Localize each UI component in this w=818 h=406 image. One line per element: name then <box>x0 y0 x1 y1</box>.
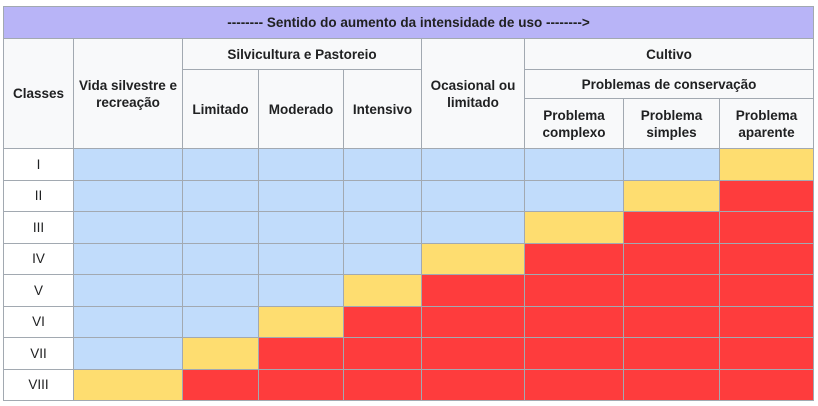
class-label: III <box>3 211 74 244</box>
capability-cell-limit <box>421 242 525 275</box>
capability-cell-unsuitable <box>719 274 814 307</box>
class-label: VIII <box>3 368 74 401</box>
capability-cell-unsuitable <box>524 274 624 307</box>
capability-cell-unsuitable <box>258 337 344 370</box>
capability-cell-suitable <box>524 179 624 212</box>
intensity-direction-banner: -------- Sentido do aumento da intensida… <box>3 6 814 39</box>
capability-cell-suitable <box>73 305 183 338</box>
capability-cell-unsuitable <box>719 305 814 338</box>
capability-cell-suitable <box>343 148 422 181</box>
capability-cell-suitable <box>343 211 422 244</box>
capability-cell-unsuitable <box>421 274 525 307</box>
capability-cell-suitable <box>182 211 259 244</box>
capability-cell-unsuitable <box>258 368 344 401</box>
capability-cell-suitable <box>524 148 624 181</box>
class-label: II <box>3 179 74 212</box>
capability-cell-suitable <box>421 211 525 244</box>
header-simple-problem: Problema simples <box>623 98 720 149</box>
capability-cell-unsuitable <box>421 337 525 370</box>
table-row: VIII <box>3 368 814 401</box>
capability-cell-limit <box>343 274 422 307</box>
table-row: IV <box>3 242 814 275</box>
capability-cell-suitable <box>258 148 344 181</box>
capability-cell-unsuitable <box>623 305 720 338</box>
capability-cell-limit <box>719 148 814 181</box>
header-apparent-problem: Problema aparente <box>719 98 814 149</box>
capability-cell-unsuitable <box>343 305 422 338</box>
capability-cell-unsuitable <box>524 368 624 401</box>
header-silviculture-group: Silvicultura e Pastoreio <box>182 38 422 70</box>
table-row: I <box>3 148 814 181</box>
capability-cell-suitable <box>73 337 183 370</box>
class-rows: I II III IV V VI VII VIII <box>3 148 814 401</box>
capability-cell-unsuitable <box>182 368 259 401</box>
capability-cell-suitable <box>73 211 183 244</box>
class-label: VII <box>3 337 74 370</box>
header-intensive: Intensivo <box>343 69 422 149</box>
capability-cell-limit <box>623 179 720 212</box>
capability-cell-limit <box>258 305 344 338</box>
header-conservation-problems: Problemas de conservação <box>524 69 814 99</box>
capability-cell-unsuitable <box>343 337 422 370</box>
capability-cell-suitable <box>258 274 344 307</box>
capability-cell-suitable <box>182 179 259 212</box>
header-classes: Classes <box>3 38 74 149</box>
capability-cell-unsuitable <box>421 368 525 401</box>
class-label: V <box>3 274 74 307</box>
table-row: V <box>3 274 814 307</box>
capability-cell-suitable <box>258 242 344 275</box>
capability-cell-unsuitable <box>623 274 720 307</box>
header-limited: Limitado <box>182 69 259 149</box>
capability-cell-suitable <box>421 148 525 181</box>
capability-cell-suitable <box>343 242 422 275</box>
capability-cell-suitable <box>182 242 259 275</box>
capability-cell-suitable <box>258 211 344 244</box>
capability-cell-unsuitable <box>719 179 814 212</box>
capability-cell-limit <box>73 368 183 401</box>
capability-cell-unsuitable <box>421 305 525 338</box>
capability-cell-suitable <box>73 148 183 181</box>
class-label: VI <box>3 305 74 338</box>
capability-cell-unsuitable <box>524 337 624 370</box>
table-row: VI <box>3 305 814 338</box>
capability-cell-unsuitable <box>623 211 720 244</box>
capability-cell-unsuitable <box>719 211 814 244</box>
capability-cell-unsuitable <box>524 305 624 338</box>
header-occasional: Ocasional ou limitado <box>421 38 525 149</box>
capability-cell-unsuitable <box>343 368 422 401</box>
capability-cell-limit <box>524 211 624 244</box>
header-moderate: Moderado <box>258 69 344 149</box>
capability-cell-suitable <box>343 179 422 212</box>
capability-cell-suitable <box>182 274 259 307</box>
capability-cell-suitable <box>258 179 344 212</box>
capability-cell-suitable <box>623 148 720 181</box>
class-label: I <box>3 148 74 181</box>
header-complex-problem: Problema complexo <box>524 98 624 149</box>
land-use-capability-table: -------- Sentido do aumento da intensida… <box>3 6 814 401</box>
capability-cell-unsuitable <box>719 337 814 370</box>
table-row: II <box>3 179 814 212</box>
table-row: VII <box>3 337 814 370</box>
capability-cell-suitable <box>182 305 259 338</box>
table-row: III <box>3 211 814 244</box>
capability-cell-unsuitable <box>719 368 814 401</box>
capability-cell-suitable <box>73 242 183 275</box>
capability-cell-unsuitable <box>524 242 624 275</box>
capability-cell-suitable <box>73 179 183 212</box>
capability-cell-limit <box>182 337 259 370</box>
capability-cell-unsuitable <box>623 337 720 370</box>
capability-cell-suitable <box>73 274 183 307</box>
capability-cell-suitable <box>421 179 525 212</box>
capability-cell-suitable <box>182 148 259 181</box>
header-wildlife-recreation: Vida silvestre e recreação <box>73 38 183 149</box>
class-label: IV <box>3 242 74 275</box>
header-cultivation-group: Cultivo <box>524 38 814 70</box>
capability-cell-unsuitable <box>623 368 720 401</box>
capability-cell-unsuitable <box>623 242 720 275</box>
capability-cell-unsuitable <box>719 242 814 275</box>
